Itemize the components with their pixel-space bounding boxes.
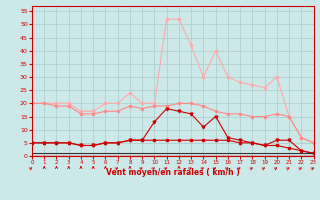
- X-axis label: Vent moyen/en rafales ( km/h ): Vent moyen/en rafales ( km/h ): [106, 168, 240, 177]
